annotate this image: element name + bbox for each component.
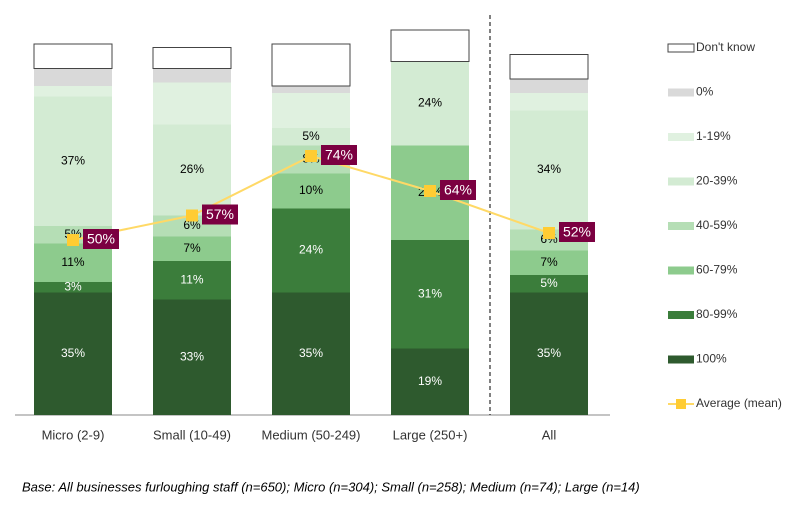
average-label-box	[321, 145, 357, 165]
legend-label: 100%	[696, 352, 727, 366]
x-tick-label: Medium (50-249)	[262, 427, 361, 442]
bar-segment	[272, 292, 350, 415]
legend-swatch	[668, 266, 694, 275]
average-marker	[305, 150, 317, 162]
bar-segment	[34, 243, 112, 282]
data-label: 11%	[180, 272, 203, 286]
legend-label: Average (mean)	[696, 396, 782, 410]
bar-segment	[152, 47, 232, 69]
bar-segment	[34, 86, 112, 97]
legend-swatch	[667, 43, 695, 53]
average-label-box	[83, 229, 119, 249]
data-label: 24%	[418, 96, 442, 110]
average-marker	[67, 234, 79, 246]
bar-segment	[153, 82, 231, 125]
legend-swatch	[668, 133, 694, 141]
legend-swatch	[668, 177, 694, 186]
legend-swatch	[668, 355, 694, 364]
legend-label: 80-99%	[696, 307, 738, 321]
average-label: 64%	[444, 182, 472, 198]
legend-swatch	[668, 311, 694, 319]
bar-segment	[391, 348, 469, 415]
data-label: 19%	[418, 374, 442, 388]
bar-segment	[34, 282, 112, 293]
bar-segment	[510, 110, 588, 230]
average-label-box	[202, 204, 238, 225]
x-tick-label: All	[542, 427, 557, 442]
bar-segment	[390, 29, 470, 62]
footnote: Base: All businesses furloughing staff (…	[22, 479, 640, 494]
legend-label: 1-19%	[696, 129, 731, 143]
bar-segment	[510, 93, 588, 111]
data-label: 10%	[299, 183, 323, 197]
average-label: 50%	[87, 231, 115, 247]
data-label: 35%	[537, 346, 561, 360]
data-label: 31%	[418, 286, 442, 300]
data-label: 26%	[180, 162, 204, 176]
x-tick-label: Small (10-49)	[153, 427, 231, 442]
bar-segment	[153, 261, 231, 300]
data-label: 7%	[540, 255, 558, 269]
bar-segment	[391, 240, 469, 349]
bar-segment	[510, 292, 588, 415]
bar-segment	[391, 61, 469, 146]
average-label: 52%	[563, 224, 591, 240]
data-label: 11%	[61, 255, 84, 269]
average-marker	[186, 209, 198, 222]
bar-segment	[153, 124, 231, 216]
data-label: 35%	[61, 346, 85, 360]
data-label: 35%	[299, 346, 323, 360]
bar-segment	[272, 128, 350, 146]
legend-label: 40-59%	[696, 218, 738, 232]
data-label: 33%	[180, 349, 204, 363]
data-label: 7%	[183, 241, 201, 255]
average-label: 57%	[206, 206, 234, 222]
average-label: 74%	[325, 147, 353, 163]
bar-segment	[510, 250, 588, 275]
bar-segment	[271, 43, 351, 87]
bar-segment	[153, 299, 231, 415]
legend-marker	[676, 399, 686, 409]
average-marker	[424, 185, 436, 197]
data-label: 5%	[540, 276, 558, 290]
legend-label: 0%	[696, 85, 714, 99]
average-label-box	[559, 222, 595, 242]
x-tick-label: Micro (2-9)	[42, 427, 105, 442]
bar-segment	[153, 236, 231, 261]
bar-segment	[272, 86, 350, 93]
bar-segment	[272, 93, 350, 128]
bar-segment	[33, 43, 113, 69]
data-label: 34%	[537, 162, 561, 176]
bar-segment	[34, 96, 112, 226]
bar-segment	[34, 292, 112, 415]
legend-swatch	[668, 88, 694, 97]
bar-segment	[510, 79, 588, 93]
bar-segment	[153, 68, 231, 83]
legend-label: 60-79%	[696, 263, 738, 277]
data-label: 6%	[183, 218, 201, 232]
legend-swatch	[668, 222, 694, 230]
bar-segment	[272, 208, 350, 293]
x-tick-label: Large (250+)	[393, 427, 468, 442]
bar-segment	[272, 173, 350, 209]
data-label: 24%	[299, 243, 323, 257]
bar-segment	[509, 54, 589, 80]
data-label: 3%	[64, 279, 82, 293]
data-label: 37%	[61, 153, 85, 167]
bar-segment	[34, 68, 112, 86]
average-label-box	[440, 180, 476, 200]
legend-label: Don't know	[696, 40, 755, 54]
bar-segment	[510, 275, 588, 293]
average-marker	[543, 227, 555, 239]
legend-label: 20-39%	[696, 174, 738, 188]
data-label: 5%	[302, 129, 320, 143]
